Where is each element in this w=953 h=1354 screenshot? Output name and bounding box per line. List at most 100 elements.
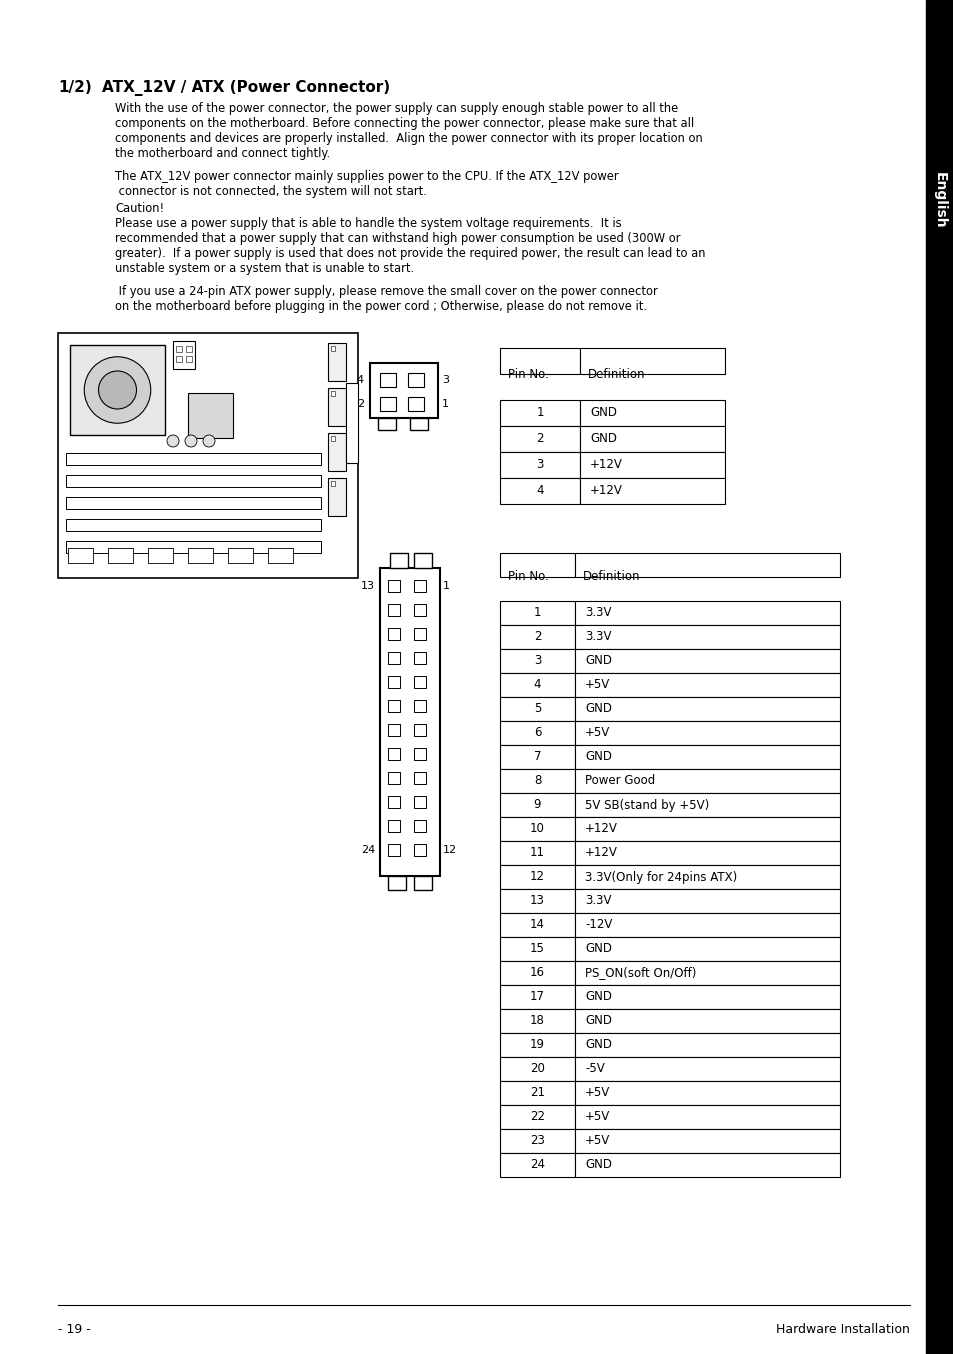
Bar [499,1057,575,1080]
Bar [499,697,575,720]
Bar [579,427,724,452]
Text: If you use a 24-pin ATX power supply, please remove the small cover on the power: If you use a 24-pin ATX power supply, pl… [115,284,657,298]
Bar [390,552,408,567]
Text: 8: 8 [534,774,540,788]
Bar [186,356,192,362]
Text: 3: 3 [536,459,543,471]
Text: 7: 7 [533,750,540,764]
Text: 22: 22 [530,1110,544,1124]
Bar [414,747,426,760]
Bar [499,1080,575,1105]
Bar [66,519,320,531]
Bar [68,548,92,563]
Bar [414,772,426,784]
Bar [379,567,439,876]
Bar [408,397,423,412]
Text: Definition: Definition [587,367,645,380]
Text: 18: 18 [530,1014,544,1028]
Text: components on the motherboard. Before connecting the power connector, please mak: components on the motherboard. Before co… [115,116,694,130]
Bar [499,1129,575,1154]
Bar [499,961,575,984]
Text: +12V: +12V [589,485,622,497]
Circle shape [84,356,151,424]
Text: 5: 5 [534,703,540,715]
Text: 9: 9 [533,799,540,811]
Text: 5V SB(stand by +5V): 5V SB(stand by +5V) [584,799,708,811]
Text: 16: 16 [530,967,544,979]
Bar [579,399,724,427]
Circle shape [203,435,214,447]
Bar [328,343,346,380]
Bar [388,700,399,712]
Text: ATX_12V / ATX (Power Connector): ATX_12V / ATX (Power Connector) [102,80,390,96]
Text: Caution!: Caution! [115,202,164,215]
Text: 23: 23 [530,1135,544,1147]
Text: the motherboard and connect tightly.: the motherboard and connect tightly. [115,148,330,160]
Text: GND: GND [584,1039,612,1052]
Bar [575,984,840,1009]
Text: The ATX_12V power connector mainly supplies power to the CPU. If the ATX_12V pow: The ATX_12V power connector mainly suppl… [115,171,618,183]
Text: unstable system or a system that is unable to start.: unstable system or a system that is unab… [115,263,414,275]
Bar [499,552,575,577]
Text: +12V: +12V [584,822,618,835]
Bar [414,724,426,737]
Bar [346,383,357,463]
Bar [499,865,575,890]
Bar [66,497,320,509]
Bar [377,418,395,431]
Bar [499,1154,575,1177]
Bar [331,391,335,395]
Bar [575,1154,840,1177]
Text: 1: 1 [441,399,449,409]
Text: 3: 3 [534,654,540,668]
Bar [379,372,395,387]
Text: GND: GND [584,703,612,715]
Bar [499,626,575,649]
Bar [575,1105,840,1129]
Text: 11: 11 [530,846,544,860]
Bar [575,1057,840,1080]
Text: PS_ON(soft On/Off): PS_ON(soft On/Off) [584,967,696,979]
Bar [388,604,399,616]
Text: With the use of the power connector, the power supply can supply enough stable p: With the use of the power connector, the… [115,102,678,115]
Text: +5V: +5V [584,727,610,739]
Bar [388,724,399,737]
Bar [148,548,172,563]
Bar [499,427,579,452]
Circle shape [185,435,196,447]
Text: +5V: +5V [584,1086,610,1099]
Text: Pin No.: Pin No. [507,570,548,584]
Bar [66,475,320,487]
Bar [188,393,233,437]
Bar [328,389,346,427]
Text: Power Good: Power Good [584,774,655,788]
Text: GND: GND [584,750,612,764]
Bar [575,552,840,577]
Bar [408,372,423,387]
Text: 14: 14 [530,918,544,932]
Bar [575,697,840,720]
Bar [370,363,437,418]
Text: 2: 2 [533,631,540,643]
Text: 3.3V: 3.3V [584,631,611,643]
Bar [499,890,575,913]
Bar [188,548,213,563]
Text: 3: 3 [441,375,449,385]
Text: 1: 1 [442,581,450,590]
Bar [575,793,840,816]
Bar [499,745,575,769]
Bar [70,345,165,435]
Bar [388,844,399,856]
Bar [575,1129,840,1154]
Bar [108,548,132,563]
Bar [388,676,399,688]
Text: 13: 13 [530,895,544,907]
Bar [575,937,840,961]
Bar [66,542,320,552]
Text: GND: GND [584,1014,612,1028]
Bar [579,478,724,504]
Bar [499,793,575,816]
Bar [228,548,253,563]
Text: GND: GND [589,432,617,445]
Bar [499,1009,575,1033]
